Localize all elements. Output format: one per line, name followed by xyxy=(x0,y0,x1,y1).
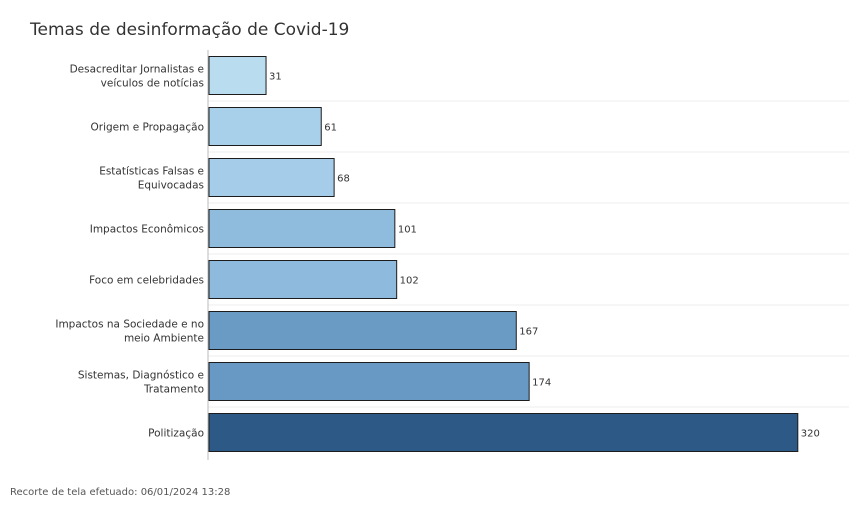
category-label: Desacreditar Jornalistas e veículos de no… xyxy=(70,64,204,90)
bar[interactable] xyxy=(208,158,335,197)
category-label: Origem e Propagação xyxy=(91,122,204,134)
category-labels: Desacreditar Jornalistas e veículos de no… xyxy=(55,64,204,440)
bar[interactable] xyxy=(208,413,799,452)
category-label-line: Foco em celebridades xyxy=(89,275,204,287)
bar[interactable] xyxy=(208,107,322,146)
grid-lines xyxy=(208,100,849,408)
category-label: Foco em celebridades xyxy=(89,275,204,287)
chart-title: Temas de desinformação de Covid-19 xyxy=(30,20,350,40)
bar[interactable] xyxy=(208,260,398,299)
value-label: 320 xyxy=(801,429,820,440)
category-label-line: Origem e Propagação xyxy=(91,122,204,134)
category-label-line: veículos de notícias xyxy=(101,78,204,90)
category-label-line: Impactos Econômicos xyxy=(90,224,204,236)
bar[interactable] xyxy=(208,56,267,95)
bars xyxy=(208,56,799,452)
value-label: 102 xyxy=(400,276,419,287)
bar[interactable] xyxy=(208,209,396,248)
bar[interactable] xyxy=(208,311,517,350)
value-label: 167 xyxy=(519,327,538,338)
category-label-line: Equivocadas xyxy=(138,180,204,192)
value-label: 31 xyxy=(269,72,282,83)
category-label-line: Politização xyxy=(148,428,204,440)
category-label-line: Estatísticas Falsas e xyxy=(99,166,204,178)
value-label: 174 xyxy=(532,378,551,389)
category-label: Politização xyxy=(148,428,204,440)
category-label: Impactos Econômicos xyxy=(90,224,204,236)
category-label-line: Tratamento xyxy=(143,384,204,396)
category-label-line: meio Ambiente xyxy=(124,333,204,345)
category-label-line: Sistemas, Diagnóstico e xyxy=(78,370,204,382)
bar[interactable] xyxy=(208,362,530,401)
value-label: 101 xyxy=(398,225,417,236)
value-label: 68 xyxy=(337,174,350,185)
screenshot-timestamp: Recorte de tela efetuado: 06/01/2024 13:… xyxy=(10,487,231,498)
category-label-line: Desacreditar Jornalistas e xyxy=(70,64,204,76)
category-label: Impactos na Sociedade e no meio Ambiente xyxy=(55,319,204,345)
category-label: Estatísticas Falsas e Equivocadas xyxy=(99,166,204,192)
category-label: Sistemas, Diagnóstico e Tratamento xyxy=(78,370,204,396)
value-label: 61 xyxy=(324,123,337,134)
value-labels: 31 61 68 101 102 167 174 320 xyxy=(269,72,820,440)
category-label-line: Impactos na Sociedade e no xyxy=(55,319,204,331)
